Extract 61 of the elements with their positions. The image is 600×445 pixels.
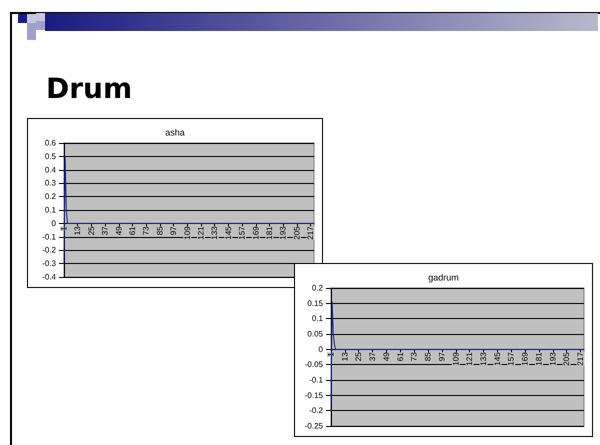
x-tick-label: 25 [354, 352, 364, 362]
y-tick-label: -0.3 [42, 259, 57, 268]
x-tick-label: 133 [210, 226, 220, 240]
x-tick-label: 169 [251, 226, 260, 240]
y-tick-label: -0.2 [309, 406, 324, 416]
x-tick-label: 193 [548, 352, 558, 366]
x-tick-label: 109 [451, 352, 460, 366]
x-tick-label: 181 [534, 352, 544, 366]
x-tick-label: 1 [326, 352, 336, 357]
y-tick-label: -0.1 [309, 376, 324, 384]
x-tick-label: 145 [224, 226, 233, 240]
x-tick-label: 73 [410, 352, 419, 362]
x-tick-label: 217 [306, 226, 316, 240]
y-tick-label: 0.6 [44, 138, 57, 148]
y-tick-label: 0.2 [44, 192, 57, 202]
x-tick-label: 217 [576, 352, 586, 366]
x-tick-label: 145 [492, 352, 502, 366]
y-tick-label: -0.4 [42, 272, 57, 282]
y-tick-label: 0.5 [44, 152, 57, 161]
x-tick-label: 205 [292, 226, 302, 240]
x-tick-label: 193 [278, 226, 288, 240]
y-tick-label: -0.25 [304, 422, 324, 430]
y-tick-label: 0.4 [44, 165, 57, 174]
x-tick-label: 61 [396, 352, 405, 362]
x-tick-label: 121 [196, 226, 206, 240]
x-tick-label: 97 [169, 226, 178, 236]
y-tick-label: 0.1 [312, 314, 324, 324]
x-tick-label: 133 [478, 352, 488, 366]
x-tick-label: 61 [128, 226, 137, 236]
x-tick-label: 85 [424, 352, 433, 362]
x-tick-label: 13 [73, 226, 82, 236]
text: Drum [46, 72, 132, 105]
x-tick-label: 25 [86, 226, 96, 236]
x-tick-label: 49 [114, 226, 124, 236]
x-tick-label: 157 [238, 226, 247, 240]
x-tick-label: 169 [520, 352, 530, 366]
chart-title: gadrum [428, 272, 459, 282]
y-tick-label: -0.15 [304, 390, 324, 400]
x-tick-label: 157 [506, 352, 516, 366]
y-tick-label: -0.05 [304, 360, 324, 370]
y-tick-label: 0.05 [307, 330, 324, 338]
x-tick-label: 205 [562, 352, 572, 366]
y-tick-label: 0.1 [44, 206, 57, 214]
y-tick-label: -0.1 [42, 232, 57, 242]
y-tick-label: 0 [318, 344, 324, 354]
x-tick-label: 121 [465, 352, 474, 366]
x-tick-label: 85 [155, 226, 164, 236]
y-tick-label: 0.15 [307, 298, 324, 308]
chart-title: asha [165, 128, 185, 138]
y-tick-label: -0.2 [42, 246, 57, 255]
x-tick-label: 109 [182, 226, 192, 240]
x-tick-label: 181 [264, 226, 274, 240]
x-tick-label: 13 [340, 352, 350, 362]
x-tick-label: 73 [142, 226, 151, 236]
y-tick-label: 0 [52, 218, 57, 228]
y-tick-label: 0.3 [44, 178, 57, 188]
x-tick-label: 37 [368, 352, 378, 362]
x-tick-label: 97 [437, 352, 446, 362]
x-tick-label: 37 [100, 226, 110, 236]
y-tick-label: 0.2 [312, 284, 324, 292]
x-tick-label: 49 [382, 352, 391, 362]
